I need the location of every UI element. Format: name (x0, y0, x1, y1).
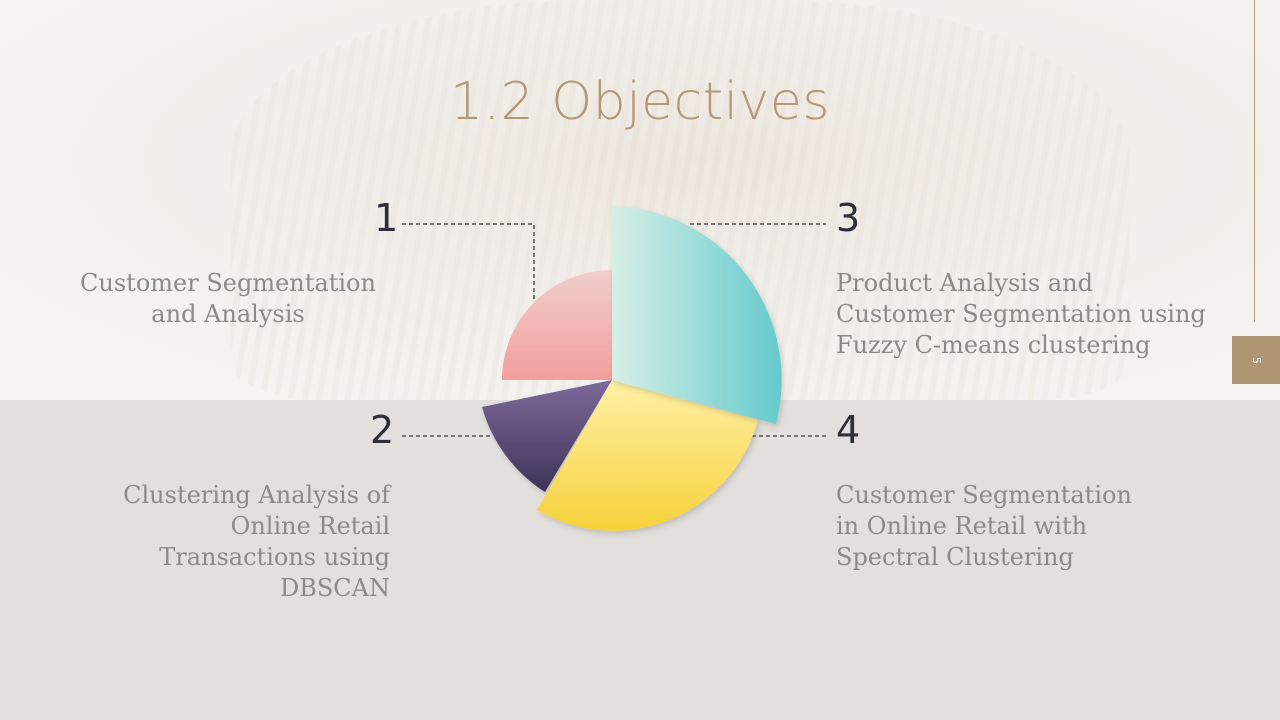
objective-4-text: Customer Segmentation in Online Retail w… (836, 481, 1132, 571)
objective-2-number: 2 (370, 408, 395, 452)
slide-title: 1.2 Objectives (450, 72, 830, 132)
segment-pink (502, 270, 612, 380)
objective-3-text: Product Analysis and Customer Segmentati… (836, 269, 1206, 359)
segment-purple (482, 380, 612, 492)
page-number-badge: 5 (1232, 336, 1280, 384)
objective-4-number: 4 (836, 408, 861, 452)
background-photo (0, 0, 1280, 400)
connector-1 (402, 223, 535, 300)
objective-2-text: Clustering Analysis of Online Retail Tra… (123, 481, 390, 602)
segment-yellow (537, 380, 758, 531)
segment-teal (612, 206, 782, 424)
objective-3-number: 3 (836, 196, 861, 240)
objective-1-text: Customer Segmentation and Analysis (80, 269, 376, 328)
objective-1-number: 1 (374, 196, 399, 240)
side-accent-line (1254, 0, 1255, 322)
